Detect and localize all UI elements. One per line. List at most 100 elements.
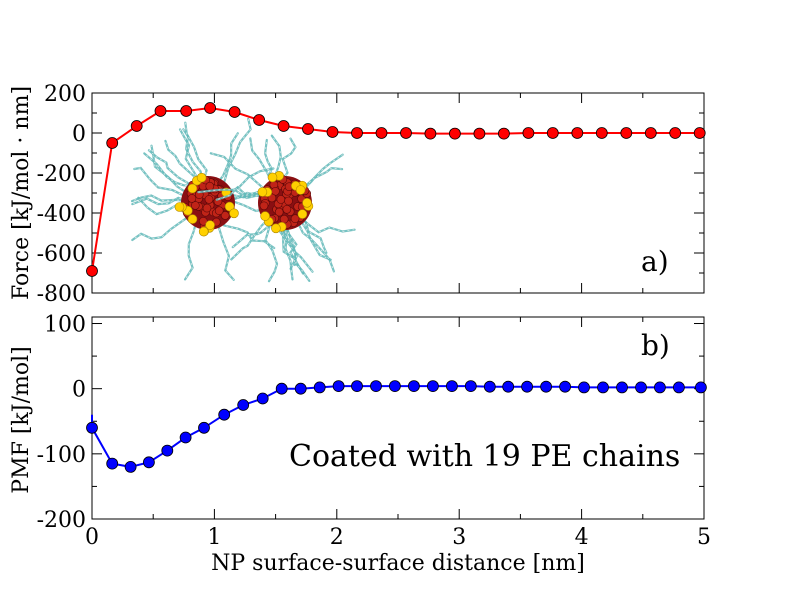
core-atom: [205, 181, 215, 191]
panel-b-series: [86, 380, 707, 473]
nanoparticle-inset-image: [130, 117, 356, 283]
core-atom: [284, 196, 293, 206]
core-atom: [204, 195, 214, 204]
panel-a-label: a): [641, 245, 669, 278]
data-point: [204, 102, 217, 114]
data-point: [351, 380, 363, 393]
polymer-chain-highlight: [249, 138, 286, 204]
data-point: [370, 380, 382, 393]
polymer-chain-highlight: [282, 202, 297, 266]
y-tick-label: -600: [37, 242, 86, 267]
panel-b-ticks: [91, 317, 705, 520]
data-point: [473, 127, 486, 140]
polymer-chain-highlight: [132, 197, 209, 209]
polymer-chain-highlight: [207, 202, 275, 249]
panel-b-annotation: Coated with 19 PE chains: [289, 439, 680, 474]
data-point: [595, 127, 608, 139]
data-point: [426, 380, 439, 393]
data-point: [294, 382, 307, 395]
data-point: [326, 126, 339, 138]
x-tick-label: 0: [85, 525, 99, 550]
data-point: [502, 380, 515, 393]
surface-atom: [205, 220, 215, 230]
data-point: [86, 421, 98, 434]
polymer-chain-highlight: [207, 168, 274, 204]
core-atom: [279, 214, 289, 224]
x-tick-label: 5: [697, 525, 711, 550]
core-atom: [220, 211, 230, 220]
polymer-chain-highlight: [279, 138, 296, 204]
data-point: [497, 127, 510, 140]
y-tick-label: -200: [37, 508, 86, 533]
data-point: [237, 399, 250, 411]
y-tick-label: 200: [44, 82, 86, 107]
y-tick-label: -400: [37, 202, 86, 227]
data-point: [445, 380, 458, 393]
panel-b-xtick-labels: 0 1 2 3 4 5: [85, 525, 711, 550]
data-point: [673, 381, 685, 394]
data-point: [130, 120, 143, 132]
data-point: [375, 127, 388, 139]
data-point: [86, 265, 98, 277]
panel-a-series: [86, 102, 706, 277]
y-tick-label: 0: [72, 378, 86, 403]
data-point: [597, 381, 609, 394]
data-point: [228, 106, 241, 118]
panel-b-label: b): [641, 329, 670, 362]
surface-atom: [271, 223, 281, 234]
data-point: [448, 127, 461, 140]
data-point: [179, 431, 192, 444]
panel-b-ylabel: PMF [kJ/mol]: [9, 346, 34, 493]
surface-atom: [229, 208, 239, 219]
data-point: [464, 380, 477, 393]
surface-atom: [295, 185, 306, 195]
data-point: [616, 381, 628, 394]
data-point: [424, 127, 437, 140]
core-atom: [276, 195, 286, 204]
data-point: [161, 444, 174, 457]
data-point: [218, 408, 231, 421]
surface-atom: [198, 226, 209, 237]
panel-a-ylabel: Force [kJ/mol · nm]: [9, 86, 34, 300]
surface-atom: [297, 209, 308, 219]
data-point: [313, 381, 326, 394]
data-point: [332, 380, 345, 393]
data-point: [644, 127, 657, 139]
x-tick-label: 4: [575, 525, 589, 550]
surface-atom: [267, 172, 278, 183]
data-point: [669, 127, 682, 139]
core-atom: [282, 205, 292, 214]
core-atom: [290, 214, 300, 223]
surface-atom: [187, 214, 198, 224]
core-atom: [187, 194, 197, 203]
polymer-chain-highlight: [284, 167, 343, 204]
y-tick-label: 100: [44, 313, 86, 338]
surface-atom: [196, 172, 207, 183]
data-point: [388, 380, 401, 393]
data-point: [400, 127, 412, 139]
data-point: [635, 381, 647, 394]
data-point: [198, 421, 210, 434]
surface-atom: [302, 198, 312, 208]
data-point: [571, 127, 584, 139]
panel-a-ytick-labels: 200 0 -200 -400 -600 -800: [37, 82, 86, 307]
data-point: [106, 457, 119, 470]
data-point: [407, 380, 420, 393]
panel-b-ytick-labels: 100 0 -100 -200: [37, 313, 86, 533]
data-point: [180, 105, 193, 117]
data-point: [256, 392, 269, 405]
x-tick-label: 1: [207, 525, 221, 550]
y-tick-label: 0: [72, 122, 86, 147]
data-point: [142, 456, 155, 469]
data-point: [351, 127, 363, 139]
data-point: [695, 381, 707, 394]
polymer-chain-highlight: [165, 140, 209, 204]
y-tick-label: -100: [37, 443, 86, 468]
polymer-chain-highlight: [279, 202, 298, 269]
data-point: [483, 380, 496, 393]
polymer-chain-highlight: [210, 152, 286, 204]
series-line: [91, 385, 701, 468]
y-tick-label: -200: [37, 162, 86, 187]
data-point: [546, 127, 559, 139]
